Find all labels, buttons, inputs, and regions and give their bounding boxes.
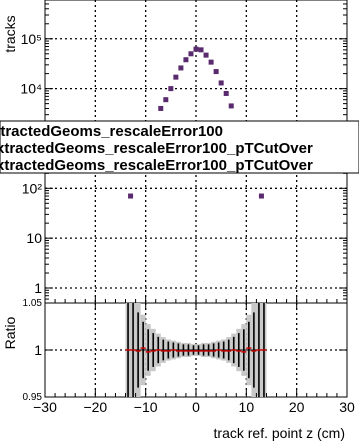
top-y-tick-label: 10² — [22, 180, 43, 196]
top-y-ticks: 1 10 10² 10⁴ 10⁵ — [20, 0, 348, 304]
top-data-point — [188, 51, 194, 57]
ratio-y-tick-label: 1.05 — [23, 298, 43, 309]
x-tick-label: 20 — [289, 399, 305, 415]
legend-entry-2: xtractedGeoms_rescaleError100_pTCutOver — [0, 140, 313, 157]
top-y-tick-label: 10 — [26, 230, 42, 246]
ratio-x-ticks: −30 −20 −10 0 10 20 30 — [33, 299, 355, 415]
ratio-y-tick-label: 0.95 — [23, 392, 43, 403]
top-data-point — [203, 52, 209, 58]
top-data-point — [218, 80, 224, 86]
x-tick-label: −10 — [134, 399, 158, 415]
x-tick-label: −30 — [33, 399, 57, 415]
top-data-point — [168, 86, 174, 92]
ratio-error-bars — [125, 303, 267, 397]
x-tick-label: 30 — [339, 399, 355, 415]
top-y-tick-label: 10⁵ — [21, 31, 42, 47]
top-data-point — [193, 46, 199, 52]
top-data-point — [178, 65, 184, 71]
top-data-point — [198, 47, 204, 53]
top-data-point — [173, 74, 179, 80]
top-data-point — [163, 97, 169, 103]
top-data-point — [183, 57, 189, 63]
ratio-red-series — [125, 347, 267, 353]
top-data-point — [223, 90, 229, 96]
top-data-point — [208, 59, 214, 65]
legend-entry-1: xtractedGeoms_rescaleError100 — [0, 123, 223, 140]
x-tick-label: 10 — [239, 399, 255, 415]
legend-box — [0, 120, 359, 174]
x-axis-label: track ref. point z (cm) — [214, 425, 345, 441]
top-y-tick-label: 10⁴ — [20, 81, 42, 97]
top-data-point — [258, 193, 264, 199]
top-data-point — [158, 105, 164, 111]
ratio-y-ticks: 0.95 1 1.05 — [23, 298, 347, 403]
top-y-tick-label: 1 — [34, 280, 42, 296]
top-data-points — [128, 46, 264, 199]
ratio-panel: 0.95 1 1.05 −30 −20 −10 0 10 20 30 Ratio track r… — [2, 298, 355, 441]
x-tick-label: 0 — [192, 399, 200, 415]
top-y-axis-label: tracks — [2, 15, 18, 52]
top-data-point — [228, 103, 234, 109]
top-data-point — [128, 193, 134, 199]
legend-entry-3: xtractedGeoms_rescaleError100_pTCutOver — [0, 157, 313, 174]
ratio-y-tick-label: 1 — [34, 342, 42, 358]
x-tick-label: −20 — [83, 399, 107, 415]
ratio-y-axis-label: Ratio — [2, 316, 18, 349]
legend: xtractedGeoms_rescaleError100 xtractedGe… — [0, 120, 359, 174]
top-data-point — [213, 69, 219, 75]
